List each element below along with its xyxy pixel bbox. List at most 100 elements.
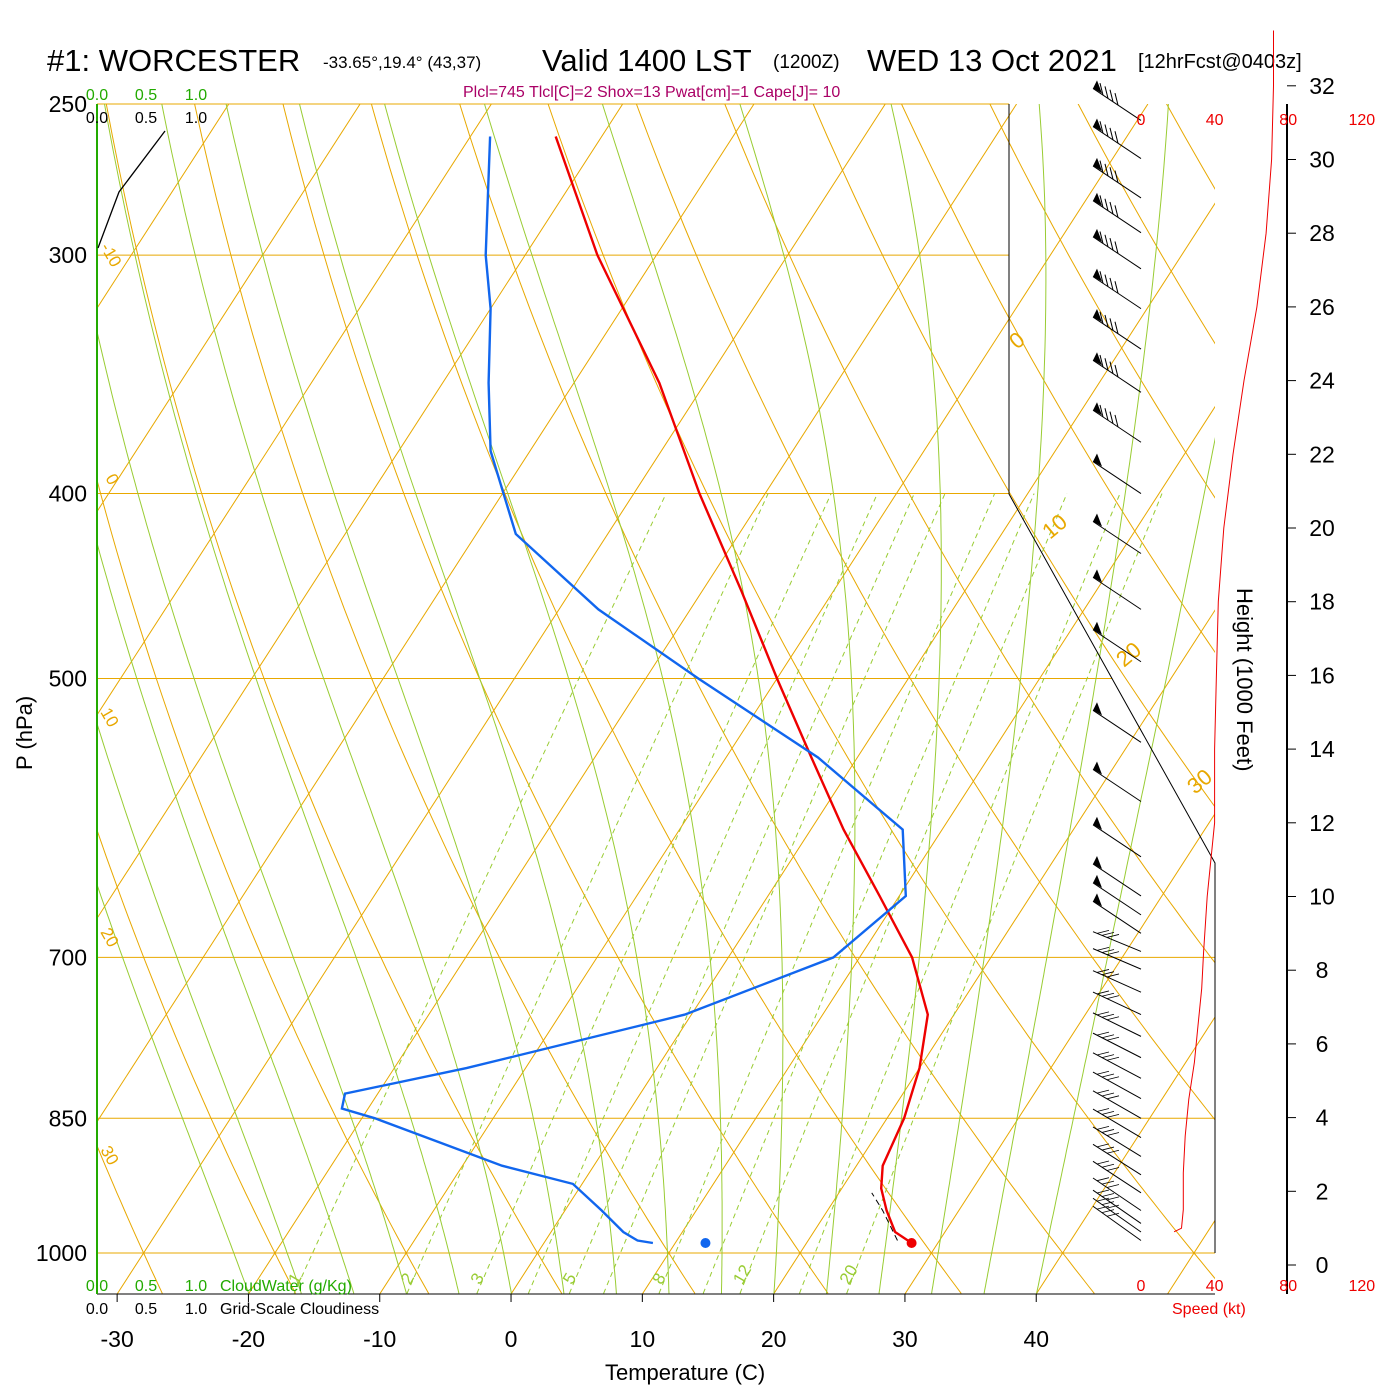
isotherm-line <box>904 812 1215 1294</box>
cloudiness-tick-top: 1.0 <box>185 110 207 127</box>
wind-barb-staff <box>1092 126 1142 159</box>
speed-axis-label: Speed (kt) <box>1172 1301 1246 1318</box>
cloudiness-tick-top: 0.0 <box>86 110 108 127</box>
temp-tick-label: 40 <box>1023 1326 1049 1352</box>
dry-adiabat <box>1077 104 1215 345</box>
wind-barb-staff <box>1092 1052 1142 1079</box>
moist-adiabat <box>483 104 723 1294</box>
moist-adiabat <box>97 541 355 1294</box>
wind-barb-staff <box>1092 1126 1142 1157</box>
wind-barb-feather <box>1106 1196 1120 1201</box>
isotherm-label: 10 <box>97 705 123 731</box>
parcel-path <box>871 1192 898 1241</box>
temperature-profile <box>554 136 930 1244</box>
wind-barb-flag <box>1093 513 1102 527</box>
moist-adiabat <box>878 104 942 1294</box>
wind-barb-feather <box>1101 1193 1115 1197</box>
wind-barb-feather <box>1096 1160 1110 1165</box>
isotherm-line <box>1167 1219 1215 1294</box>
wind-barb-staff <box>1092 1160 1142 1194</box>
wind-barb-staff <box>1092 409 1142 443</box>
mixing-ratio-line <box>476 493 832 1294</box>
wind-barb-staff <box>1092 824 1142 858</box>
height-tick-label: 24 <box>1309 368 1335 394</box>
wind-barb-staff <box>1092 576 1142 610</box>
wind-barb-feather <box>1096 929 1110 934</box>
speed-tick-bottom: 120 <box>1348 1278 1375 1295</box>
cloudiness-tick-bottom: 0.5 <box>135 1301 157 1318</box>
wind-barb-feather <box>1104 234 1109 247</box>
isotherm-line <box>97 104 361 513</box>
wind-barb-feather <box>1106 1016 1120 1021</box>
isotherm-line <box>1035 1016 1215 1294</box>
wind-barb-flag <box>1093 118 1102 132</box>
wind-barb-feather <box>1114 414 1119 428</box>
isobar-lines <box>97 103 1215 1254</box>
wind-barb-feather <box>1109 361 1114 374</box>
wind-barb-feather <box>1106 1114 1120 1118</box>
wind-barb-feather <box>1101 932 1115 936</box>
moist-adiabat <box>601 104 784 1294</box>
wind-barb-staff <box>1092 1071 1142 1100</box>
wind-barbs <box>1092 80 1142 1241</box>
height-tick-label: 18 <box>1309 589 1335 615</box>
pressure-tick-500: 500 <box>49 666 87 692</box>
cloudwater-tick-bottom: 0.0 <box>86 1278 108 1295</box>
cloud-axes: 0.0 0.0 0.5 0.5 1.0 1.0 0.0 0.0 0.5 0.5 1.0 1.0 <box>86 87 207 1318</box>
profiles <box>340 136 930 1248</box>
dry-adiabat <box>97 828 296 1294</box>
zulu-time: (1200Z) <box>773 52 840 73</box>
isotherm-line <box>97 104 624 920</box>
wind-barb-feather <box>1099 195 1104 208</box>
pressure-axis: 250 300 400 500 700 850 1000 <box>36 91 87 1266</box>
temp-tick-label: 30 <box>892 1326 918 1352</box>
wind-barb-feather <box>1114 364 1119 378</box>
mixing-ratio-label: 8 <box>649 1270 670 1288</box>
wind-barb-staff <box>1092 948 1142 970</box>
moist-adiabat <box>384 104 670 1294</box>
dry-adiabat <box>105 104 563 1294</box>
dry-adiabat <box>370 104 962 1294</box>
speed-tick-top: 80 <box>1279 112 1297 129</box>
isotherm-label: 30 <box>97 1143 123 1169</box>
wind-barb-feather <box>1099 231 1104 244</box>
dry-adiabat <box>0 70 29 1293</box>
date-text: WED 13 Oct 2021 <box>867 43 1117 78</box>
height-tick-label: 6 <box>1316 1031 1329 1057</box>
wind-barb-feather <box>1101 1146 1115 1151</box>
mixing-ratio-lines <box>293 493 1163 1294</box>
cloudiness-curve <box>97 130 166 249</box>
wind-barb-feather <box>1109 167 1114 180</box>
isotherm-line <box>97 104 755 1123</box>
wind-barb-staff <box>1092 461 1142 494</box>
wind-barb-flag <box>1093 228 1102 242</box>
wind-barb-staff <box>1092 769 1142 802</box>
isotherm-line <box>116 104 886 1294</box>
wind-barb-staff <box>1092 359 1142 393</box>
height-tick-label: 20 <box>1309 515 1335 541</box>
wind-barb-feather <box>1106 1167 1120 1171</box>
wind-barb-feather <box>1104 314 1109 328</box>
wind-barb-flag <box>1093 874 1102 888</box>
cloudwater-tick-top: 1.0 <box>185 87 207 104</box>
wind-barb-feather <box>1096 1189 1110 1194</box>
temp-tick-label: -30 <box>101 1326 134 1352</box>
cloudiness-label: Grid-Scale Cloudiness <box>220 1301 379 1318</box>
wind-barb-flag <box>1093 192 1102 206</box>
wind-barb-feather <box>1096 1177 1110 1182</box>
moist-adiabat <box>97 883 250 1294</box>
wind-barb-feather <box>1106 1036 1120 1041</box>
wind-barb-staff <box>1092 1177 1142 1211</box>
wind-barb-flag <box>1093 453 1102 467</box>
wind-barb-feather <box>1101 1054 1115 1059</box>
wind-barb-feather <box>1096 1011 1110 1016</box>
wind-barb-flag <box>1093 268 1102 282</box>
wind-barb-staff <box>1092 1197 1142 1233</box>
wind-barb-feather <box>1106 995 1120 1000</box>
surface-temperature-dot <box>906 1237 917 1248</box>
wind-barb-feather <box>1101 1180 1115 1185</box>
wind-barb-feather <box>1114 131 1119 144</box>
height-tick-label: 22 <box>1309 441 1335 467</box>
wind-barb-staff <box>1092 882 1142 916</box>
cloudwater-tick-top: 0.5 <box>135 87 157 104</box>
